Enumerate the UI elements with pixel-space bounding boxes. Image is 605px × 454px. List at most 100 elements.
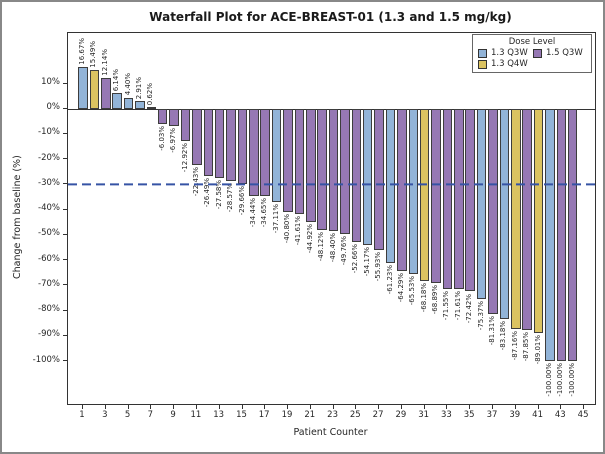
bar-value-label: -100.00% [544, 363, 553, 397]
x-tick-mark [583, 405, 585, 409]
x-tick-mark [560, 405, 562, 409]
bar-value-label: -65.53% [408, 276, 417, 306]
x-tick-label: 7 [147, 410, 154, 420]
y-tick-mark [63, 284, 67, 286]
y-tick-label: -100% [32, 354, 60, 365]
bar-value-label: 12.14% [100, 49, 109, 77]
x-tick-label: 23 [327, 410, 338, 420]
x-tick-label: 39 [509, 410, 521, 420]
legend-label: 1.3 Q3W [491, 48, 528, 58]
x-tick-mark [332, 405, 334, 409]
bar-patient-22 [317, 108, 327, 231]
bar-patient-18 [271, 108, 282, 203]
x-tick-mark [537, 405, 539, 409]
bar-value-label: 16.67% [78, 37, 86, 65]
bar-value-label: -100.00% [556, 363, 565, 397]
bar-value-label: -27.58% [214, 180, 223, 210]
bar-patient-7 [146, 107, 157, 110]
legend-swatch [478, 59, 487, 69]
bar-value-label: -87.16% [510, 330, 519, 360]
bar-patient-32 [431, 108, 441, 283]
bar-patient-19 [283, 108, 293, 212]
y-tick-label: -10% [38, 127, 60, 138]
x-tick-label: 25 [349, 410, 361, 420]
bar-value-label: -40.80% [283, 213, 291, 243]
legend-swatch [533, 48, 542, 58]
x-tick-mark [173, 405, 175, 409]
x-tick-mark [400, 405, 402, 409]
bar-value-label: -75.37% [476, 300, 485, 331]
bar-patient-28 [385, 108, 396, 264]
bar-patient-13 [214, 108, 225, 179]
x-tick-label: 21 [304, 410, 316, 420]
x-tick-label: 19 [281, 410, 293, 420]
bar-value-label: -29.66% [237, 185, 246, 215]
y-tick-mark [63, 360, 67, 362]
bar-value-label: -87.85% [522, 332, 531, 362]
bar-patient-8 [157, 108, 168, 124]
bar-patient-36 [476, 108, 487, 299]
bar-patient-14 [226, 108, 236, 181]
bar-value-label: -71.61% [453, 291, 462, 321]
plot-area: 16.67% 15.49% 12.14% 6.14% 4.40% 2.91% 0.62% -6… [67, 32, 596, 405]
y-tick-mark [63, 107, 67, 109]
bar-patient-1 [78, 66, 88, 109]
y-tick-label: 10% [41, 77, 60, 87]
x-tick-mark [195, 405, 197, 409]
bar-patient-3 [101, 78, 111, 109]
bar-patient-10 [180, 108, 191, 142]
x-tick-label: 17 [258, 410, 270, 420]
x-tick-mark [287, 405, 288, 409]
y-tick-mark [63, 82, 67, 84]
x-tick-label: 15 [236, 410, 247, 420]
y-tick-label: -40% [38, 203, 60, 214]
legend-swatch [478, 48, 487, 58]
x-axis-label: Patient Counter [293, 427, 368, 438]
y-tick-label: -30% [38, 177, 60, 188]
bar-value-label: -55.93% [374, 251, 383, 282]
y-tick-mark [63, 259, 67, 261]
x-tick-mark [378, 405, 380, 409]
y-tick-mark [63, 158, 67, 160]
x-tick-label: 43 [554, 410, 566, 420]
x-tick-mark [355, 405, 357, 409]
bar-patient-34 [454, 108, 464, 290]
legend-item-1-5-q3w: 1.5 Q3W [533, 48, 586, 58]
bar-value-label: 2.91% [135, 77, 143, 100]
legend-items: 1.3 Q3W 1.5 Q3W 1.3 Q4W [478, 48, 586, 69]
bar-patient-41 [533, 108, 544, 334]
x-tick-label: 9 [170, 410, 176, 420]
x-tick-label: 13 [213, 410, 225, 420]
x-tick-mark [469, 405, 471, 409]
legend-title: Dose Level [508, 37, 556, 47]
x-tick-mark [150, 405, 152, 409]
bar-value-label: -28.57% [226, 182, 235, 213]
x-tick-label: 33 [440, 410, 452, 420]
bar-patient-39 [511, 108, 521, 329]
x-tick-mark [127, 405, 129, 409]
bar-patient-21 [306, 108, 316, 223]
x-tick-mark [446, 405, 448, 409]
x-tick-mark [82, 405, 83, 409]
bar-value-label: 0.62% [146, 82, 155, 106]
x-tick-label: 41 [532, 410, 543, 420]
bar-patient-9 [169, 108, 179, 127]
bar-patient-23 [328, 108, 339, 231]
x-tick-label: 27 [372, 410, 384, 420]
y-tick-mark [63, 334, 67, 336]
bar-value-label: -83.18% [499, 320, 508, 350]
bar-patient-4 [112, 93, 122, 109]
x-tick-label: 29 [395, 410, 407, 420]
y-tick-label: -80% [38, 304, 60, 315]
x-tick-mark [264, 405, 266, 409]
bar-patient-15 [237, 108, 248, 184]
x-tick-label: 35 [463, 410, 475, 420]
legend-label: 1.3 Q4W [491, 59, 528, 69]
y-tick-mark [63, 132, 67, 134]
bar-value-label: -44.92% [305, 224, 314, 254]
x-tick-mark [309, 405, 311, 409]
bar-patient-35 [465, 108, 475, 292]
bar-value-label: -49.76% [340, 236, 348, 266]
bar-patient-33 [442, 108, 453, 290]
x-tick-label: 5 [124, 410, 131, 420]
